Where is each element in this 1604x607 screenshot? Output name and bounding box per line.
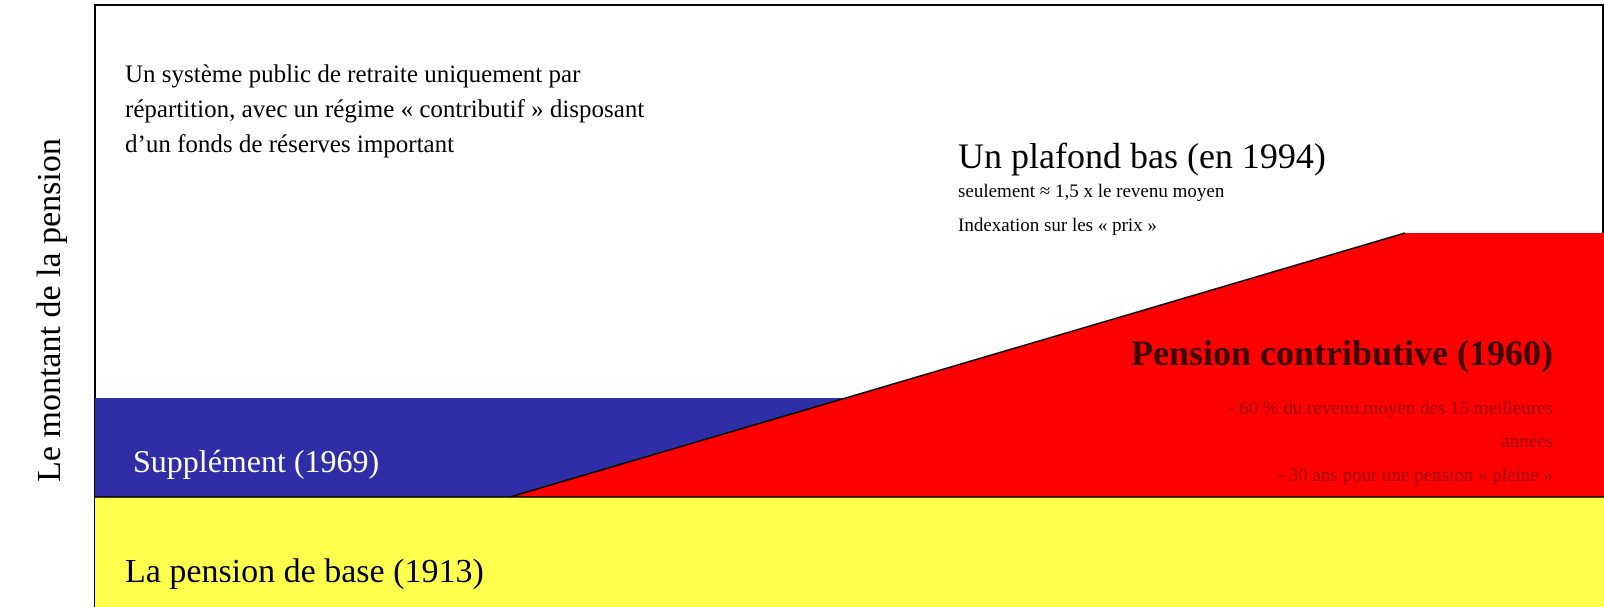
contributive-title: Pension contributive (1960) — [1131, 333, 1553, 373]
base-band — [95, 497, 1604, 607]
intro-line: répartition, avec un régime « contributi… — [125, 96, 644, 123]
contributive-area — [510, 233, 1604, 497]
ceiling-line-text: Indexation sur les « prix » — [958, 215, 1157, 236]
base-label: La pension de base (1913) — [125, 553, 484, 590]
supplement-label: Supplément (1969) — [133, 443, 379, 479]
contributive-line: - 30 ans pour une pension « pleine » — [1278, 465, 1553, 486]
intro-line: Un système public de retraite uniquement… — [125, 61, 581, 88]
ceiling-title: Un plafond bas (en 1994) — [958, 136, 1326, 176]
ceiling-line — [509, 232, 1406, 498]
ceiling-line-text: seulement ≈ 1,5 x le revenu moyen — [958, 181, 1225, 202]
contributive-line: - 60 % du revenu moyen des 15 meilleures — [1228, 398, 1553, 419]
axis-label: Le montant de la pension — [31, 138, 68, 482]
contributive-line: années — [1501, 431, 1553, 452]
intro-line: d’un fonds de réserves important — [125, 131, 454, 158]
